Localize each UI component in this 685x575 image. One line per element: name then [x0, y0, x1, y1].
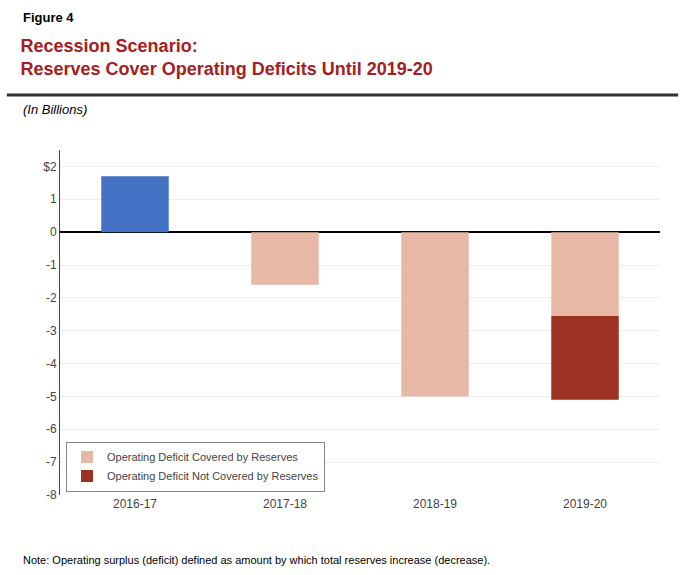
svg-text:Operating Deficit Covered by R: Operating Deficit Covered by Reserves	[107, 451, 298, 463]
svg-text:-3: -3	[46, 324, 57, 338]
svg-text:-6: -6	[46, 422, 57, 436]
svg-text:2018-19: 2018-19	[413, 497, 457, 511]
svg-text:-7: -7	[46, 455, 57, 469]
svg-text:2019-20: 2019-20	[563, 497, 607, 511]
svg-text:Operating Deficit Not Covered: Operating Deficit Not Covered by Reserve…	[107, 470, 318, 482]
svg-text:1: 1	[50, 192, 57, 206]
svg-text:2016-17: 2016-17	[113, 497, 157, 511]
svg-text:0: 0	[50, 225, 57, 239]
svg-text:-5: -5	[46, 390, 57, 404]
svg-text:(In Billions): (In Billions)	[23, 102, 87, 117]
svg-text:Recession Scenario:Reserves Co: Recession Scenario:Reserves Cover Operat…	[21, 36, 433, 79]
svg-text:-2: -2	[46, 291, 57, 305]
svg-text:-1: -1	[46, 258, 57, 272]
svg-text:Figure 4: Figure 4	[23, 10, 74, 25]
svg-text:Note: Operating surplus (defic: Note: Operating surplus (deficit) define…	[23, 554, 490, 566]
svg-text:-8: -8	[46, 488, 57, 502]
svg-text:2017-18: 2017-18	[263, 497, 307, 511]
svg-text:-4: -4	[46, 357, 57, 371]
svg-text:$2: $2	[43, 160, 57, 174]
